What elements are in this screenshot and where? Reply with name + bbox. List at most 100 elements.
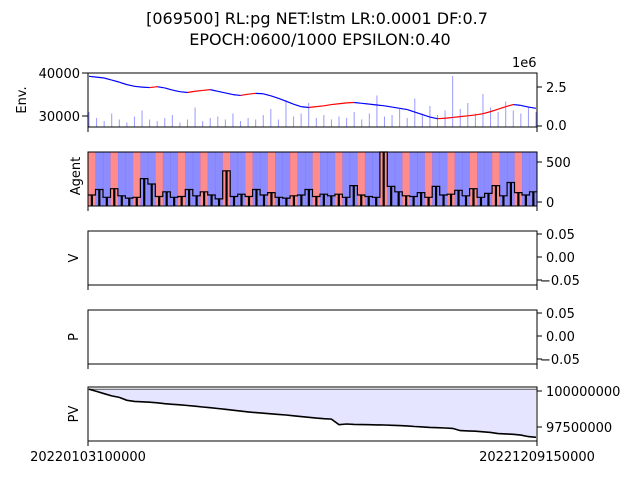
v-right-tick-bottom: −0.05	[540, 274, 580, 289]
env-price-segment	[187, 90, 196, 94]
env-price-segment	[301, 106, 309, 109]
agent-unit-bar	[449, 194, 453, 206]
env-price-segment	[103, 77, 112, 81]
agent-unit-bar	[255, 189, 258, 206]
env-price-segment	[422, 113, 431, 118]
chart-title-line1: [069500] RL:pg NET:lstm LR:0.0001 DF:0.7	[146, 9, 488, 28]
agent-action-stripe	[484, 152, 493, 206]
agent-action-stripe	[117, 152, 126, 206]
env-price-segment	[369, 103, 377, 106]
agent-action-stripe	[290, 152, 298, 206]
agent-action-stripe	[522, 152, 530, 206]
p-ylabel: P	[67, 333, 82, 341]
agent-unit-bar	[105, 197, 108, 206]
agent-unit-bar	[375, 197, 378, 206]
agent-unit-bar	[487, 193, 490, 206]
pv-area-shape	[89, 389, 536, 438]
p-right-tick-top: 0.05	[546, 307, 575, 322]
env-price-segment	[391, 106, 400, 109]
agent-unit-bar	[188, 189, 191, 206]
env-panel: Env. 40000 30000 1e6 2.5 0.0	[15, 56, 567, 134]
v-right-tick-top: 0.05	[546, 228, 575, 243]
env-price-segment	[338, 102, 347, 105]
agent-unit-bar	[300, 194, 303, 206]
agent-unit-bar	[434, 186, 438, 206]
env-price-segment	[96, 76, 105, 79]
agent-action-stripe	[207, 152, 216, 206]
pv-right-tick-bottom: 97500000	[546, 421, 612, 436]
p-axes-frame	[87, 309, 538, 365]
env-price-segment	[126, 84, 135, 87]
env-price-segment	[490, 108, 499, 113]
agent-action-stripe	[469, 152, 478, 206]
env-price-segment	[111, 79, 120, 83]
env-price-segment	[414, 111, 423, 116]
agent-unit-bar	[352, 185, 355, 206]
env-price-segment	[497, 106, 506, 110]
pv-area-fill	[89, 389, 536, 438]
agent-unit-bar	[517, 192, 520, 206]
env-price-segment	[164, 87, 173, 91]
env-price-segment	[88, 75, 97, 78]
env-price-segment	[149, 86, 158, 89]
env-price-segment	[467, 114, 476, 117]
agent-action-stripe	[260, 152, 268, 206]
agent-action-stripe	[305, 152, 313, 206]
env-price-segment	[376, 104, 385, 107]
env-price-segment	[293, 103, 302, 108]
agent-unit-bar	[173, 197, 176, 206]
env-price-segment	[452, 116, 461, 119]
agent-unit-bar	[532, 191, 535, 206]
env-price-line	[88, 75, 537, 120]
v-axes-frame	[87, 230, 538, 286]
env-ylabel: Env.	[15, 86, 30, 113]
env-price-segment	[445, 116, 453, 119]
agent-unit-bar	[120, 195, 123, 206]
env-price-segment	[270, 95, 279, 99]
env-price-segment	[399, 107, 408, 111]
agent-action-stripe	[349, 152, 358, 206]
agent-unit-bar	[150, 184, 153, 206]
env-price-segment	[308, 106, 317, 109]
env-right-offset: 1e6	[512, 56, 537, 71]
env-price-segment	[354, 101, 362, 104]
agent-action-stripe	[417, 152, 426, 206]
env-price-segment	[179, 91, 188, 94]
env-price-segment	[134, 85, 143, 88]
agent-unit-bar	[143, 178, 146, 206]
chart-title-line2: EPOCH:0600/1000 EPSILON:0.40	[189, 30, 450, 49]
pv-ylabel: PV	[67, 406, 82, 423]
agent-unit-bar	[270, 192, 273, 206]
agent-unit-bar	[502, 195, 505, 206]
pv-line-group	[88, 388, 537, 439]
agent-action-stripe	[439, 152, 448, 206]
env-price-segment	[520, 104, 529, 108]
agent-action-stripe	[492, 152, 500, 206]
agent-action-stripe	[155, 152, 164, 206]
agent-action-stripe	[170, 152, 179, 206]
agent-right-tick-top: 500	[546, 156, 571, 171]
agent-unit-bar	[472, 188, 475, 206]
agent-action-stripe	[357, 152, 366, 206]
agent-unit-bar	[232, 196, 236, 206]
agent-unit-bar	[464, 195, 468, 206]
agent-unit-bar	[210, 194, 213, 206]
agent-action-stripe	[372, 152, 381, 206]
agent-axes-frame	[87, 151, 538, 207]
agent-action-stripe	[529, 152, 538, 206]
agent-action-stripe	[125, 152, 134, 206]
agent-unit-bar	[457, 190, 460, 206]
env-price-segment	[460, 115, 468, 118]
env-axes-frame	[87, 72, 538, 128]
agent-unit-bar	[420, 192, 423, 206]
agent-action-stripe	[499, 152, 508, 206]
agent-action-stripe	[252, 152, 261, 206]
agent-unit-bar	[113, 188, 116, 206]
env-price-segment	[528, 106, 537, 109]
agent-action-stripe	[409, 152, 418, 206]
agent-unit-bar	[397, 191, 400, 206]
agent-unit-bar	[494, 185, 498, 206]
agent-unit-bar	[360, 194, 363, 206]
agent-action-stripe	[177, 152, 186, 206]
env-price-segment	[210, 89, 218, 92]
